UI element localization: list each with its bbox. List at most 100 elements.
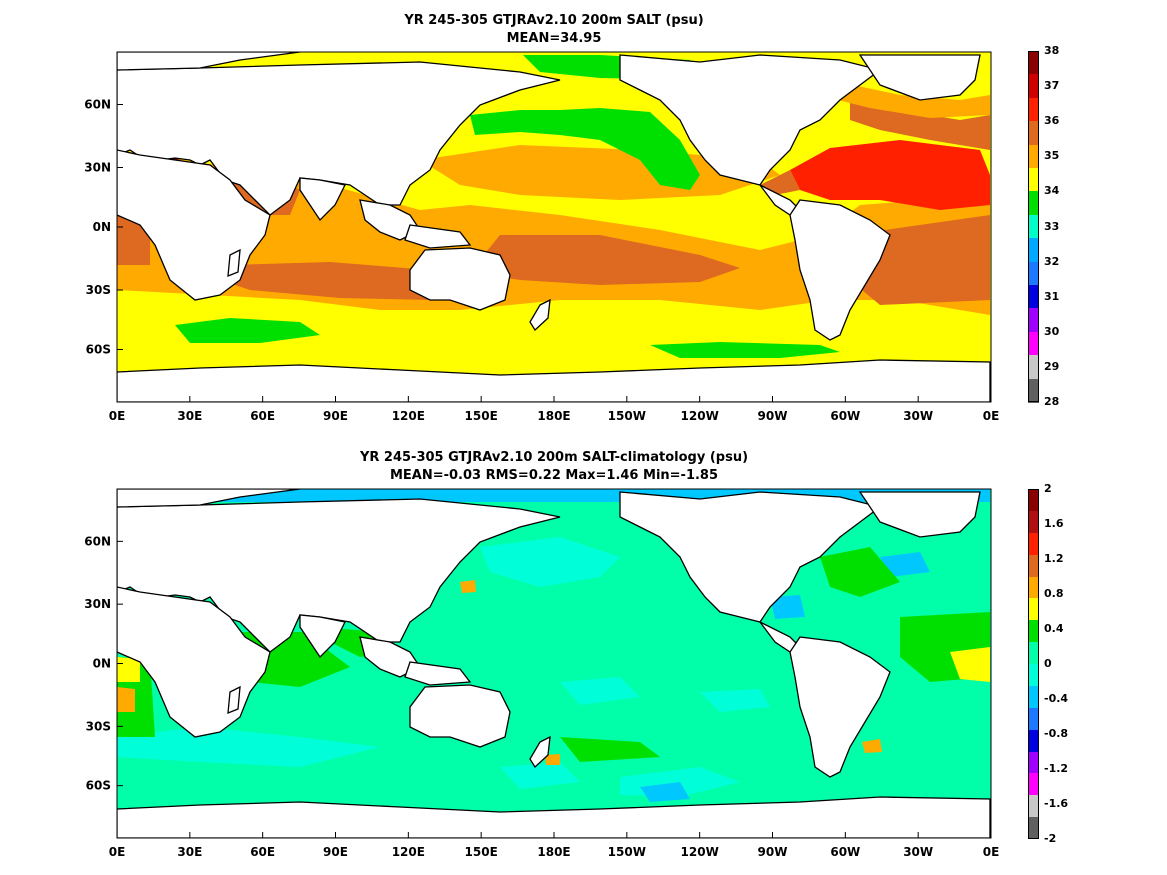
bottom-y-tick-label: 60N	[84, 534, 111, 548]
colorbar-tick-label: 0	[1044, 657, 1052, 670]
top-y-tick-label: 30S	[86, 283, 111, 297]
bottom-x-tick-label: 0E	[109, 845, 126, 859]
colorbar-swatch	[1028, 554, 1039, 577]
top-x-tick-label: 120W	[681, 409, 719, 423]
top-y-tick-label: 60N	[84, 98, 111, 112]
colorbar-tick-label: -1.6	[1044, 797, 1069, 810]
colorbar-tick-label: 29	[1044, 359, 1060, 373]
colorbar-tick-label: 36	[1044, 114, 1060, 128]
colorbar-swatch	[1028, 685, 1039, 708]
bottom-title-line1: YR 245-305 GTJRAv2.10 200m SALT-climatol…	[359, 450, 749, 465]
bottom-title-line2: MEAN=-0.03 RMS=0.22 Max=1.46 Min=-1.85	[389, 468, 719, 483]
top-x-tick-label: 150E	[465, 409, 498, 423]
bottom-map: 0E 30E 60E 90E 120E 150E 180E 150W 120W 90W 60W 30W…	[84, 488, 999, 859]
colorbar-tick-label: 35	[1044, 149, 1060, 163]
colorbar-tick-label: -0.8	[1044, 727, 1069, 740]
colorbar-swatch	[1028, 795, 1039, 818]
top-landmasses	[117, 52, 991, 402]
colorbar-swatch	[1028, 214, 1039, 239]
bottom-axes: 0E 30E 60E 90E 120E 150E 180E 150W 120W 90W 60W 30W…	[84, 534, 999, 859]
bottom-y-tick-label: 0N	[93, 657, 111, 671]
colorbar-swatch	[1028, 642, 1039, 665]
top-x-tick-label: 60W	[830, 409, 860, 423]
colorbar-tick-label: 0.8	[1044, 587, 1064, 600]
top-x-tick-label: 60E	[250, 409, 275, 423]
colorbar-tick-label: 34	[1044, 184, 1060, 198]
colorbar-swatch	[1028, 238, 1039, 263]
top-map: 0E 30E 60E 90E 120E 150E 180E 150W 120W 90W 60W 30W…	[84, 51, 1000, 423]
colorbar-tick-label: 38	[1044, 44, 1060, 57]
colorbar-frame	[1028, 51, 1039, 402]
bottom-x-tick-label: 60W	[830, 845, 860, 859]
colorbar-swatch	[1028, 331, 1039, 356]
top-salinity-field	[117, 52, 991, 402]
top-y-tick-label: 0N	[93, 220, 111, 234]
colorbar-tick-label: 0.4	[1044, 622, 1064, 635]
bottom-x-tick-label: 0E	[983, 845, 1000, 859]
colorbar-swatch	[1028, 664, 1039, 686]
colorbar-tick-label: -1.2	[1044, 762, 1069, 775]
top-x-tick-label: 120E	[392, 409, 425, 423]
colorbar-swatch	[1028, 168, 1039, 192]
bottom-x-tick-label: 150E	[465, 845, 498, 859]
colorbar-swatch	[1028, 308, 1039, 333]
colorbar-swatch	[1028, 355, 1039, 380]
colorbar-tick-label: 31	[1044, 289, 1060, 303]
bottom-panel: YR 245-305 GTJRAv2.10 200m SALT-climatol…	[0, 437, 1167, 875]
colorbar-swatch	[1028, 51, 1039, 75]
bottom-landmasses	[117, 489, 991, 838]
bottom-x-tick-label: 30W	[903, 845, 933, 859]
colorbar-swatch	[1028, 620, 1039, 643]
colorbar-swatch	[1028, 261, 1039, 286]
colorbar-swatch	[1028, 121, 1039, 146]
colorbar-swatch	[1028, 576, 1039, 599]
colorbar-swatch	[1028, 532, 1039, 555]
colorbar-swatch	[1028, 285, 1039, 309]
colorbar-swatch	[1028, 510, 1039, 533]
colorbar-swatch	[1028, 817, 1039, 840]
top-x-tick-label: 150W	[608, 409, 646, 423]
colorbar-swatch	[1028, 74, 1039, 99]
colorbar-tick-label: 1.2	[1044, 552, 1064, 565]
bottom-x-tick-label: 120E	[392, 845, 425, 859]
colorbar-swatch	[1028, 144, 1039, 169]
colorbar-swatch	[1028, 707, 1039, 730]
colorbar-swatch	[1028, 191, 1039, 216]
top-x-tick-label: 90W	[758, 409, 788, 423]
colorbar-swatch	[1028, 773, 1039, 796]
colorbar-swatch	[1028, 489, 1039, 511]
colorbar-swatch	[1028, 97, 1039, 122]
colorbar-swatch	[1028, 751, 1039, 774]
bottom-x-tick-label: 180E	[537, 845, 570, 859]
top-title-line2: MEAN=34.95	[506, 31, 602, 46]
top-colorbar: 38 37 36 35 34 33 32 31 30 29 28	[1028, 45, 1088, 408]
colorbar-tick-label: 28	[1044, 395, 1060, 408]
colorbar-swatch	[1028, 378, 1039, 403]
colorbar-tick-label: 2	[1044, 482, 1052, 495]
top-x-tick-label: 180E	[537, 409, 570, 423]
top-x-tick-label: 0E	[983, 409, 1000, 423]
colorbar-tick-label: -0.4	[1044, 692, 1069, 705]
bottom-x-tick-label: 90W	[758, 845, 788, 859]
bottom-y-tick-label: 30N	[84, 597, 111, 611]
bottom-x-tick-label: 30E	[177, 845, 202, 859]
colorbar-tick-label: 32	[1044, 254, 1060, 268]
colorbar-tick-label: 1.6	[1044, 517, 1064, 530]
colorbar-tick-label: -2	[1044, 832, 1057, 845]
top-y-tick-label: 60S	[86, 343, 111, 357]
top-x-tick-label: 30W	[903, 409, 933, 423]
bottom-colorbar: 2 1.6 1.2 0.8 0.4 0 -0.4 -0.8 -1.2 -1.6 -2	[1028, 483, 1088, 845]
colorbar-swatch	[1028, 729, 1039, 752]
colorbar-swatch	[1028, 598, 1039, 621]
top-title-line1: YR 245-305 GTJRAv2.10 200m SALT (psu)	[404, 13, 704, 28]
bottom-y-tick-label: 60S	[86, 779, 111, 793]
bottom-y-tick-label: 30S	[86, 719, 111, 733]
top-x-tick-label: 90E	[323, 409, 348, 423]
bottom-x-tick-label: 90E	[323, 845, 348, 859]
colorbar-tick-label: 37	[1044, 79, 1060, 93]
colorbar-frame	[1028, 489, 1039, 839]
bottom-x-tick-label: 60E	[250, 845, 275, 859]
colorbar-tick-label: 33	[1044, 219, 1060, 233]
colorbar-tick-label: 30	[1044, 324, 1060, 338]
bottom-anomaly-field	[117, 489, 991, 838]
